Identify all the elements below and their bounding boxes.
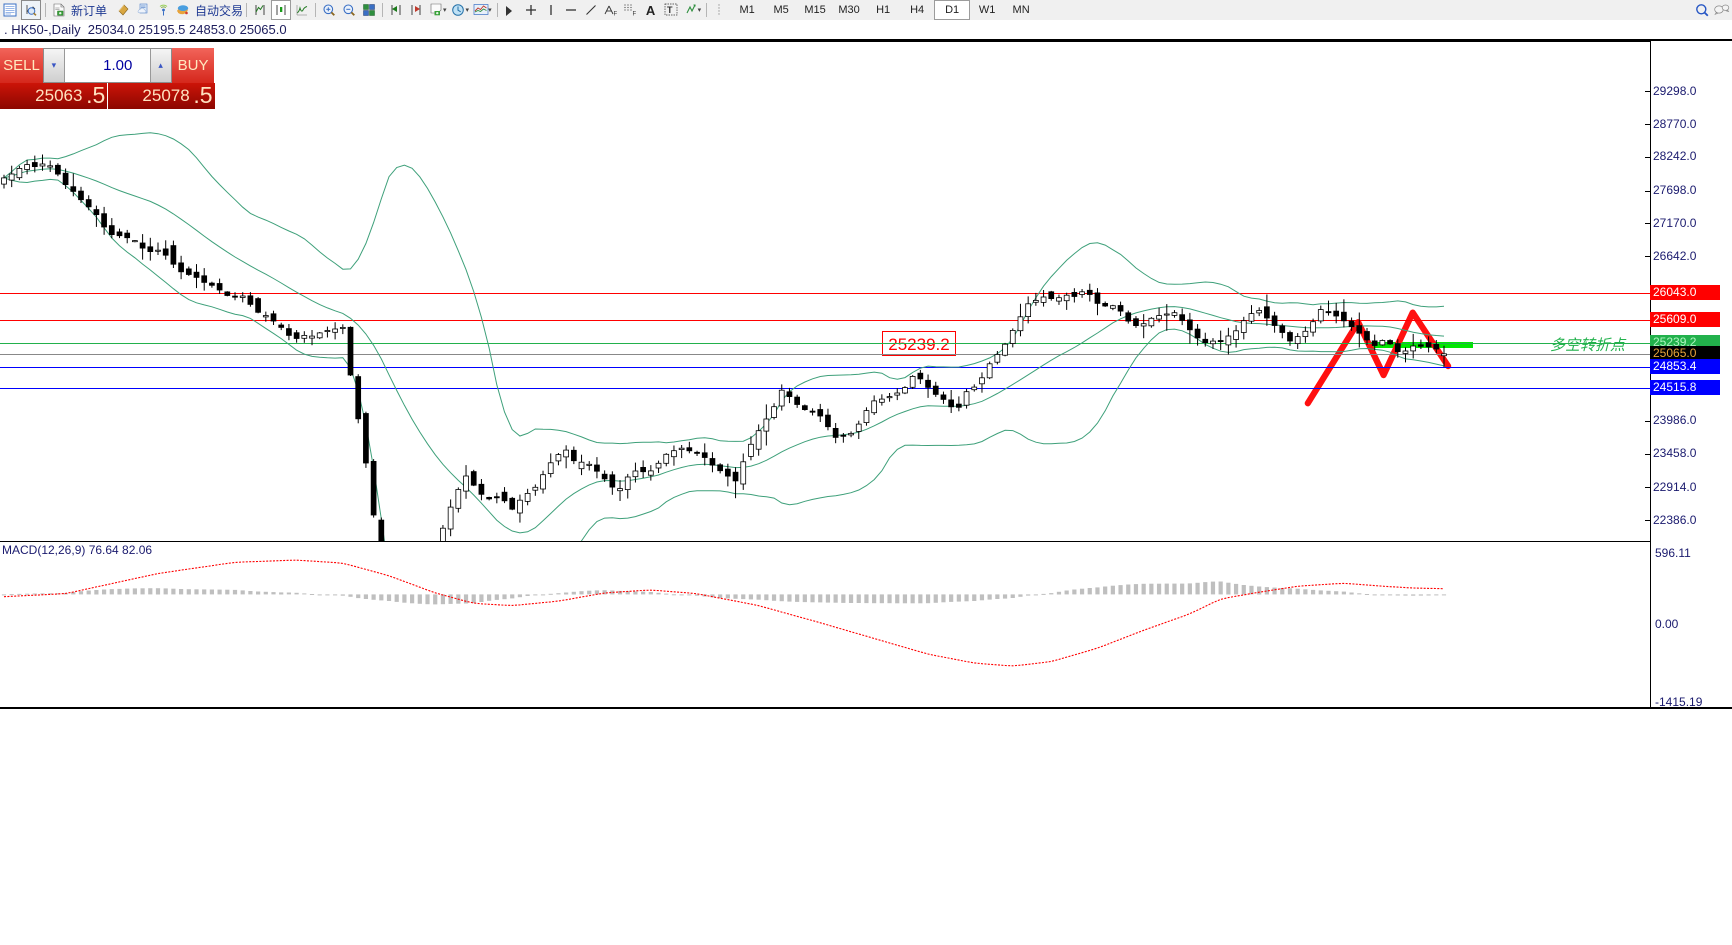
svg-text:F: F <box>632 12 636 18</box>
svg-text:F: F <box>613 12 617 18</box>
svg-text:T: T <box>667 5 673 15</box>
